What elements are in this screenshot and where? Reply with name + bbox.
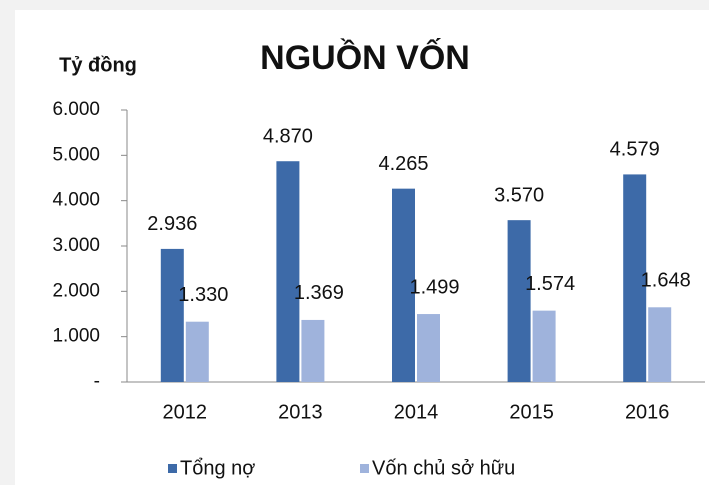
- y-tick-label: 5.000: [52, 144, 100, 165]
- bar: [185, 321, 209, 382]
- value-label: 4.579: [610, 139, 660, 161]
- y-axis-label: Tỷ đồng: [59, 54, 137, 76]
- bar: [648, 307, 672, 382]
- bar: [301, 319, 325, 382]
- y-tick-label: -: [94, 371, 100, 392]
- value-label: 4.870: [263, 126, 313, 148]
- x-tick-label: 2013: [278, 401, 323, 423]
- chart-background: [15, 10, 709, 485]
- y-tick-label: 3.000: [52, 235, 100, 256]
- value-label: 1.330: [178, 284, 228, 306]
- bar: [392, 188, 415, 382]
- y-tick-label: 4.000: [52, 190, 100, 211]
- bar: [532, 310, 556, 382]
- bar: [160, 248, 184, 382]
- legend-label: Tổng nợ: [180, 457, 255, 479]
- value-label: 1.499: [409, 276, 459, 298]
- legend-label: Vốn chủ sở hữu: [372, 457, 515, 479]
- legend-swatch: [168, 464, 177, 473]
- value-label: 1.648: [641, 270, 691, 292]
- x-tick-label: 2015: [509, 401, 554, 423]
- x-tick-label: 2012: [163, 401, 208, 423]
- value-label: 2.936: [147, 213, 197, 235]
- y-tick-label: 1.000: [52, 326, 100, 347]
- bar: [417, 314, 440, 382]
- value-label: 4.265: [378, 153, 428, 175]
- value-label: 1.574: [525, 273, 575, 295]
- bar: [276, 161, 300, 382]
- value-label: 3.570: [494, 184, 544, 206]
- chart-title: NGUỒN VỐN: [260, 38, 470, 77]
- bar: [623, 174, 647, 382]
- y-tick-label: 2.000: [52, 280, 100, 301]
- bar: [507, 220, 531, 382]
- value-label: 1.369: [294, 282, 344, 304]
- legend-swatch: [360, 464, 369, 473]
- y-tick-label: 6.000: [52, 99, 100, 120]
- x-tick-label: 2016: [625, 401, 670, 423]
- x-tick-label: 2014: [394, 401, 439, 423]
